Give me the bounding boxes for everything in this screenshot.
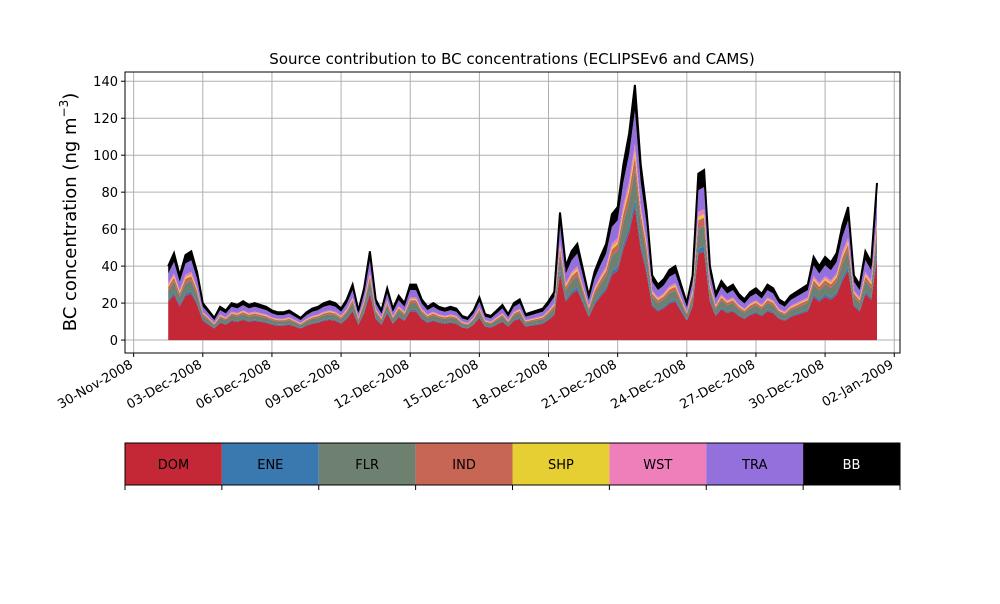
- legend-label-shp: SHP: [548, 458, 574, 473]
- y-axis-label: BC concentration (ng m−3): [57, 93, 81, 332]
- x-tick-label: 06-Dec-2008: [194, 357, 274, 412]
- legend-swatch-ene: [221, 443, 319, 485]
- legend-label-tra: TRA: [741, 458, 767, 473]
- x-tick-label: 09-Dec-2008: [263, 357, 343, 412]
- area-bb: [168, 84, 877, 321]
- x-tick-label: 02-Jan-2009: [820, 357, 897, 410]
- legend-swatch-bb: [803, 443, 900, 485]
- y-tick-label: 100: [93, 149, 118, 164]
- x-tick-label: 30-Dec-2008: [747, 357, 827, 412]
- y-axis: 0 20 40 60 80 100 120 140: [93, 75, 125, 349]
- x-tick-label: 18-Dec-2008: [470, 357, 550, 412]
- legend-label-ind: IND: [452, 458, 476, 473]
- legend-label-wst: WST: [643, 458, 672, 473]
- legend-swatch-tra: [706, 443, 804, 485]
- y-tick-label: 0: [110, 334, 118, 349]
- legend-swatch-ind: [415, 443, 513, 485]
- x-axis: 30-Nov-200803-Dec-200806-Dec-200809-Dec-…: [55, 353, 896, 413]
- legend-label-ene: ENE: [257, 458, 283, 473]
- y-tick-label: 20: [101, 297, 118, 312]
- legend-label-dom: DOM: [158, 458, 189, 473]
- plot-frame: [124, 71, 901, 354]
- stacked-areas: [168, 84, 877, 341]
- legend-label-flr: FLR: [355, 458, 379, 473]
- area-dom: [168, 207, 877, 341]
- total-line: [167, 84, 878, 320]
- legend-swatch-shp: [512, 443, 610, 485]
- x-tick-label: 12-Dec-2008: [332, 357, 412, 412]
- chart-title: Source contribution to BC concentrations…: [269, 50, 754, 68]
- y-tick-label: 140: [93, 75, 118, 90]
- legend-swatch-dom: [125, 443, 222, 485]
- legend-frame: [124, 442, 901, 486]
- y-tick-label: 80: [101, 186, 118, 201]
- legend-swatch-flr: [318, 443, 416, 485]
- x-tick-label: 03-Dec-2008: [124, 357, 204, 412]
- x-tick-label: 21-Dec-2008: [539, 357, 619, 412]
- legend-label-bb: BB: [843, 458, 861, 473]
- x-tick-label: 15-Dec-2008: [401, 357, 481, 412]
- legend-colorbar: DOM ENE FLR IND SHP WST TRA BB: [124, 442, 901, 490]
- x-tick-label: 27-Dec-2008: [678, 357, 758, 412]
- x-tick-label: 30-Nov-2008: [55, 357, 135, 412]
- legend-swatch-wst: [609, 443, 707, 485]
- y-tick-label: 40: [101, 260, 118, 275]
- x-tick-label: 24-Dec-2008: [608, 357, 688, 412]
- y-tick-label: 60: [101, 223, 118, 238]
- y-tick-label: 120: [93, 112, 118, 127]
